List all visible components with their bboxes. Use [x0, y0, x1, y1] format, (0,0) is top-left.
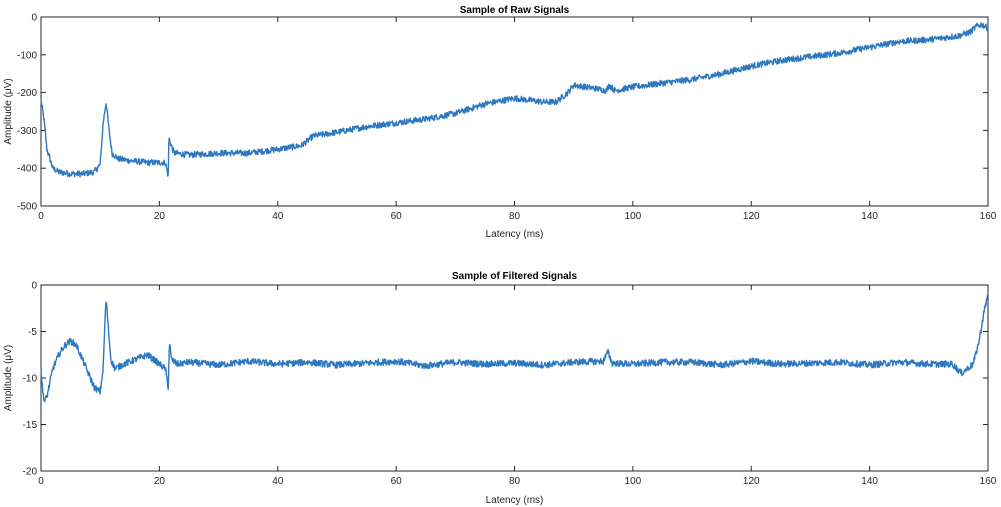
chart-title: Sample of Raw Signals [460, 5, 570, 16]
x-tick-label: 0 [38, 211, 44, 222]
y-axis-label: Amplitude (μV) [3, 78, 14, 144]
x-axis-label: Latency (ms) [486, 229, 544, 240]
x-tick-label: 100 [625, 211, 642, 222]
y-tick-label: -300 [17, 126, 37, 137]
raw-signals-panel: Sample of Raw Signals -500 -400 -300 -200 -1… [3, 5, 997, 240]
x-axis-ticks: 0 20 40 60 80 100 120 140 160 [38, 17, 997, 222]
chart-title: Sample of Filtered Signals [452, 271, 577, 282]
y-axis-ticks: -20 -15 -10 -5 0 [23, 281, 988, 478]
raw-signal-line [40, 22, 989, 178]
x-tick-label: 20 [154, 211, 166, 222]
y-tick-label: -200 [17, 88, 37, 99]
y-axis-ticks: -500 -400 -300 -200 -100 0 [17, 13, 988, 213]
x-tick-label: 120 [743, 476, 760, 487]
x-tick-label: 80 [509, 211, 521, 222]
x-axis-label: Latency (ms) [486, 495, 544, 506]
x-tick-label: 60 [391, 476, 403, 487]
x-axis-ticks: 0 20 40 60 80 100 120 140 160 [38, 285, 997, 487]
plot-area-frame [40, 16, 989, 207]
x-tick-label: 160 [980, 211, 997, 222]
x-tick-label: 40 [272, 476, 284, 487]
x-tick-label: 60 [391, 211, 403, 222]
x-tick-label: 140 [861, 476, 878, 487]
y-tick-label: -20 [23, 467, 38, 478]
x-tick-label: 140 [861, 211, 878, 222]
x-tick-label: 40 [272, 211, 284, 222]
y-tick-label: -400 [17, 164, 37, 175]
x-tick-label: 160 [980, 476, 997, 487]
y-tick-label: -15 [23, 420, 38, 431]
y-axis-label: Amplitude (μV) [3, 345, 14, 411]
y-tick-label: -100 [17, 50, 37, 61]
y-tick-label: -500 [17, 202, 37, 213]
x-tick-label: 20 [154, 476, 166, 487]
y-tick-label: -10 [23, 374, 38, 385]
y-tick-label: -5 [28, 327, 37, 338]
y-tick-label: 0 [31, 281, 37, 292]
y-tick-label: 0 [31, 13, 37, 24]
x-tick-label: 120 [743, 211, 760, 222]
x-tick-label: 80 [509, 476, 521, 487]
filtered-signals-panel: Sample of Filtered Signals -20 -15 -10 -50 … [3, 271, 997, 506]
filtered-signal-line [40, 294, 989, 403]
x-tick-label: 0 [38, 476, 44, 487]
x-tick-label: 100 [625, 476, 642, 487]
plot-area-frame [40, 284, 989, 472]
